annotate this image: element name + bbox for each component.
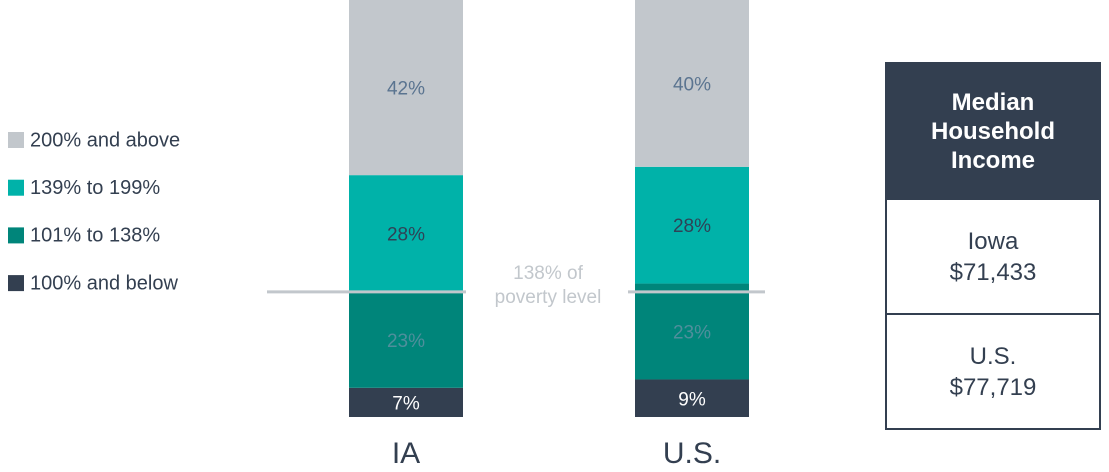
data-label: 40% (673, 74, 711, 95)
table-row: Iowa $71,433 (887, 198, 1099, 313)
data-label: 28% (673, 216, 711, 237)
data-label: 28% (387, 225, 425, 246)
data-label: 9% (678, 389, 706, 410)
table-cell: $77,719 (949, 373, 1037, 401)
legend-swatch (8, 275, 24, 292)
table-cell: Iowa (967, 227, 1019, 255)
annotation-bg (466, 259, 628, 320)
legend-swatch (8, 179, 24, 196)
bar-segment (635, 283, 749, 380)
bar-segment (349, 387, 463, 417)
legend-swatch (8, 132, 24, 148)
income-table: Median Household Income Iowa $71,433 U.S… (885, 62, 1101, 430)
bar-segment (635, 0, 749, 167)
bar-segment (635, 166, 749, 284)
chart: 7% 23% 28% 42% IA 9% 23% 28% 40% U.S. 138% of pover… (8, 0, 765, 470)
bar-segment (349, 175, 463, 292)
legend-label: 101% to 138% (30, 225, 160, 247)
x-tick-label: U.S. (663, 437, 721, 470)
table-row: U.S. $77,719 (887, 313, 1099, 428)
x-tick-label: IA (392, 437, 420, 470)
table-cell: $71,433 (949, 258, 1037, 286)
table-cell: U.S. (969, 342, 1017, 370)
bar-segment (349, 291, 463, 388)
legend-label: 139% to 199% (30, 177, 160, 199)
legend-label: 200% and above (30, 129, 180, 151)
annotation: 138% of poverty level (495, 263, 602, 308)
table-header: Median Household Income (887, 64, 1099, 198)
data-label: 23% (673, 323, 711, 344)
legend-label: 100% and below (30, 272, 178, 294)
annotation-line: poverty level (495, 287, 602, 308)
legend-swatch (8, 227, 24, 244)
bar-segment (349, 0, 463, 176)
annotation-line: 138% of (513, 263, 583, 284)
data-label: 42% (387, 79, 425, 100)
data-label: 23% (387, 331, 425, 352)
data-label: 7% (392, 393, 420, 414)
bar-segment (635, 379, 749, 417)
